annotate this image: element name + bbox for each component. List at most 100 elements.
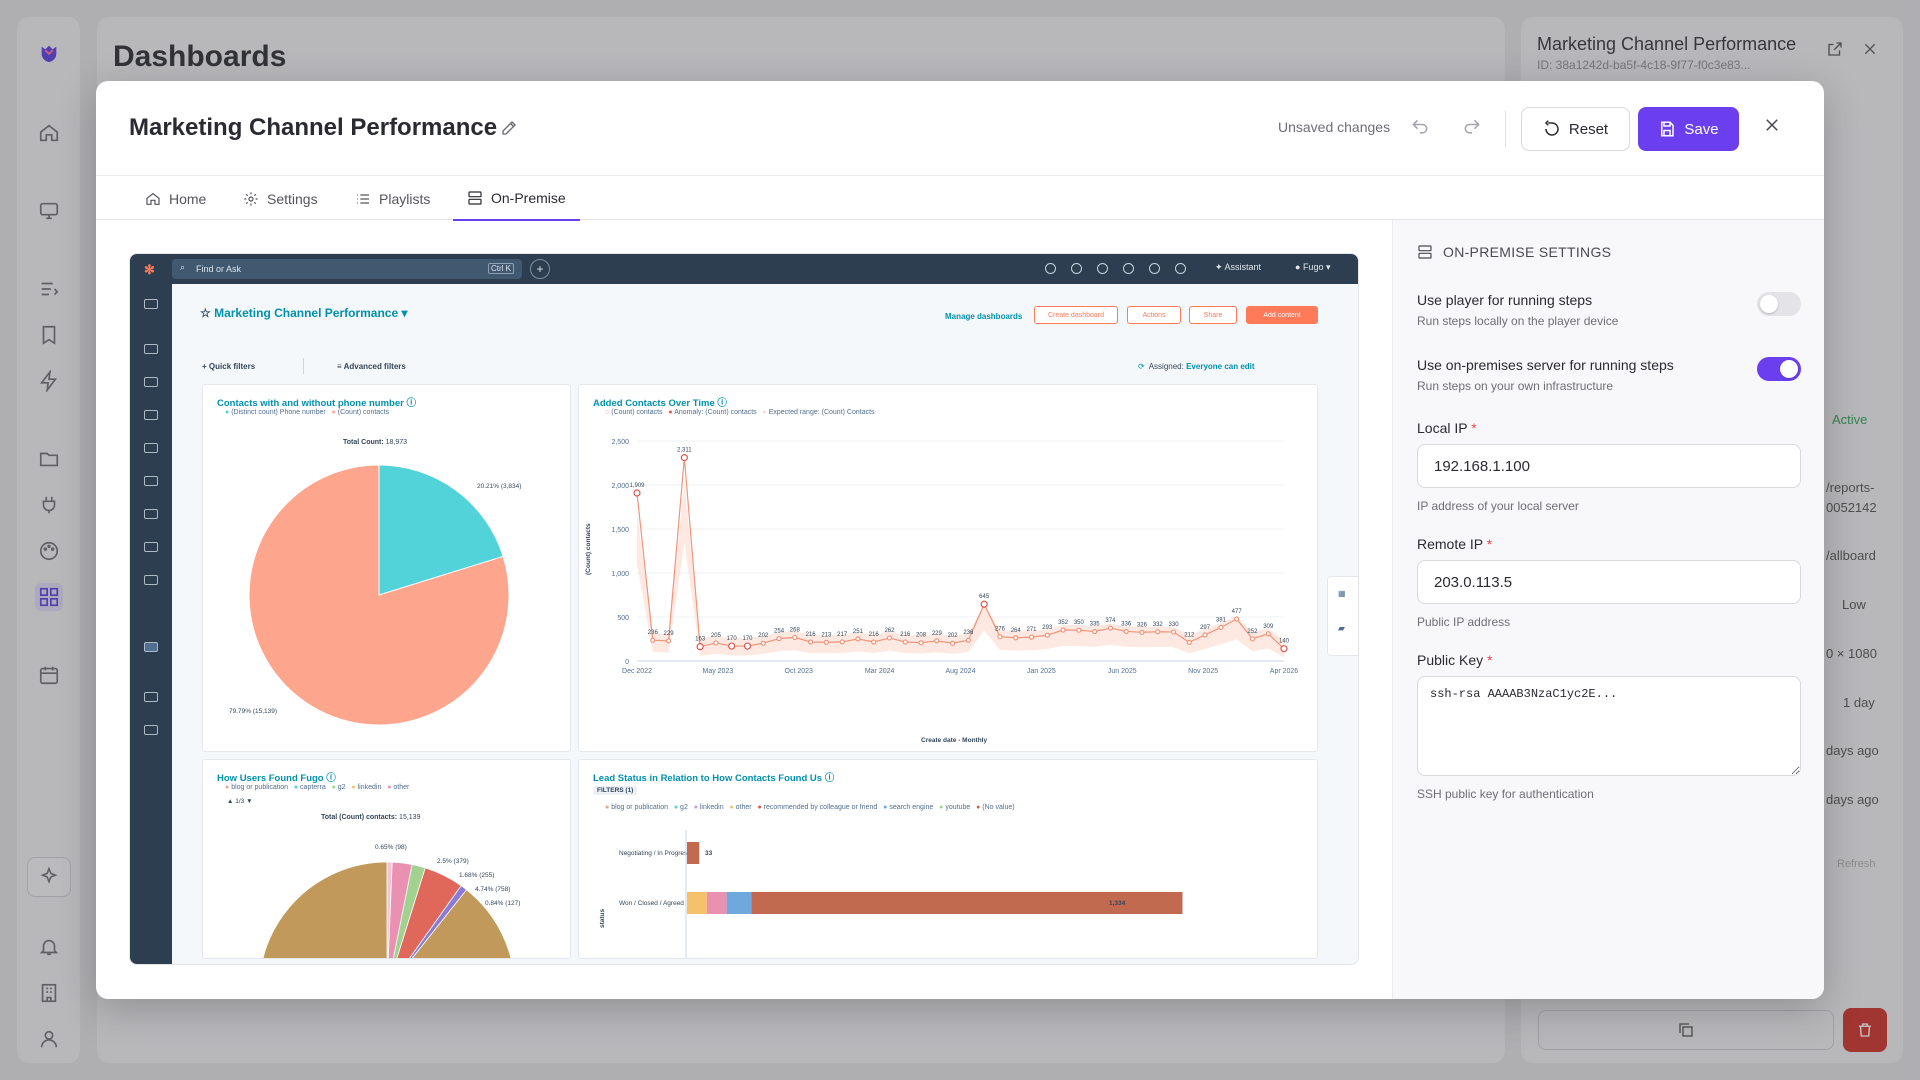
on-premise-settings-panel: ON-PREMISE SETTINGS Use player for runni… — [1392, 220, 1824, 999]
calendar-icon[interactable] — [35, 661, 63, 689]
y-axis-label: status — [599, 908, 606, 928]
data-label: 350 — [1074, 620, 1085, 626]
x-tick-label: Mar 2024 — [865, 668, 895, 675]
data-point — [1265, 631, 1271, 637]
data-point — [1218, 624, 1224, 631]
data-point — [807, 639, 814, 645]
data-label: 293 — [1042, 625, 1053, 631]
undo-icon[interactable] — [1410, 117, 1430, 142]
palette-icon[interactable] — [35, 537, 63, 565]
data-point — [839, 639, 845, 645]
data-point — [1280, 645, 1288, 653]
data-label: 297 — [1200, 625, 1211, 631]
assigned-info: ⟳ Assigned: Everyone can edit — [1138, 362, 1255, 371]
pie-label: 2.5% (379) — [437, 858, 469, 865]
user-icon[interactable] — [35, 1025, 63, 1053]
bookmark-icon[interactable] — [35, 321, 63, 349]
plug-icon[interactable] — [35, 491, 63, 519]
delete-button[interactable] — [1843, 1008, 1887, 1052]
data-point — [760, 640, 766, 646]
data-label: 477 — [1232, 609, 1243, 615]
card-title: Added Contacts Over Time ⓘ — [593, 398, 727, 409]
bar — [687, 842, 700, 864]
data-label: 1,909 — [629, 483, 645, 489]
local-ip-label: Local IP * — [1417, 420, 1477, 436]
tab-playlists[interactable]: Playlists — [355, 176, 430, 221]
pencil-icon[interactable] — [500, 119, 518, 142]
bell-icon[interactable] — [35, 933, 63, 961]
dashboards-icon[interactable] — [35, 583, 63, 611]
home-icon[interactable] — [35, 119, 63, 147]
redo-icon[interactable] — [1462, 117, 1482, 142]
data-label: 213 — [821, 632, 832, 638]
data-point — [792, 634, 798, 641]
bar-segment — [726, 892, 752, 914]
data-label: 326 — [1137, 622, 1148, 628]
plus-icon: + — [530, 259, 550, 279]
bolt-icon[interactable] — [35, 367, 63, 395]
y-tick-label: 500 — [617, 615, 629, 622]
app-logo[interactable] — [31, 35, 67, 71]
tab-home[interactable]: Home — [145, 176, 206, 221]
divider — [1505, 111, 1506, 147]
data-label: 335 — [1090, 622, 1101, 628]
x-tick-label: Oct 2023 — [785, 668, 814, 675]
tab-settings[interactable]: Settings — [243, 176, 318, 221]
tab-on-premise[interactable]: On-Premise — [453, 176, 580, 221]
data-label: 212 — [1184, 632, 1195, 638]
grid-icon: ▦ — [1338, 589, 1346, 598]
close-icon[interactable] — [1862, 41, 1878, 62]
nav-icon — [144, 476, 158, 486]
playlist-icon[interactable] — [35, 275, 63, 303]
preview-sidebar — [130, 284, 172, 964]
external-link-icon[interactable] — [1826, 40, 1844, 63]
reset-button[interactable]: Reset — [1521, 107, 1630, 151]
pie-slice — [378, 464, 504, 596]
local-ip-input[interactable] — [1417, 444, 1801, 488]
status-badge: Active — [1832, 412, 1868, 427]
shortcut-hint: Ctrl K — [488, 263, 514, 274]
bar-value: 33 — [705, 850, 713, 857]
monitor-icon[interactable] — [35, 197, 63, 225]
data-point — [1170, 629, 1177, 635]
list-icon — [357, 193, 369, 204]
data-point — [1044, 632, 1050, 638]
tab-label: Playlists — [379, 190, 431, 207]
settings-heading: ON-PREMISE SETTINGS — [1417, 244, 1611, 260]
detail-panel-title: Marketing Channel Performance — [1537, 34, 1797, 54]
ai-sparkle-icon[interactable] — [27, 857, 71, 897]
x-tick-label: Dec 2022 — [622, 668, 652, 675]
divider — [303, 358, 304, 374]
duplicate-button[interactable] — [1538, 1010, 1834, 1050]
close-modal-icon[interactable] — [1763, 116, 1781, 139]
public-key-textarea[interactable]: ssh-rsa AAAAB3NzaC1yc2E... — [1417, 676, 1801, 776]
save-button[interactable]: Save — [1638, 107, 1739, 151]
save-icon — [1661, 121, 1675, 137]
nav-icon — [144, 299, 158, 309]
page-title: Dashboards — [113, 40, 287, 73]
create-dashboard-btn: Create dashboard — [1034, 306, 1118, 324]
player-toggle[interactable] — [1757, 292, 1801, 316]
data-point — [1060, 627, 1066, 633]
chart-total: Total (Count) contacts: 15,139 — [321, 814, 421, 821]
data-point — [980, 600, 988, 608]
search-placeholder: Find or Ask — [196, 264, 242, 274]
remote-ip-input[interactable] — [1417, 560, 1801, 604]
nav-icon — [144, 377, 158, 387]
building-icon[interactable] — [35, 979, 63, 1007]
data-label: 268 — [790, 627, 801, 633]
data-label: 236 — [963, 630, 974, 636]
x-tick-label: Aug 2024 — [946, 668, 976, 675]
folder-icon[interactable] — [35, 445, 63, 473]
gear-icon — [244, 191, 258, 206]
data-label: 217 — [837, 632, 848, 638]
server-toggle[interactable] — [1757, 357, 1801, 381]
question-icon — [1123, 263, 1134, 274]
data-point — [1123, 628, 1129, 635]
manage-dashboards-link: Manage dashboards — [945, 312, 1023, 321]
modal-title: Marketing Channel Performance — [129, 114, 498, 141]
data-label: 2,311 — [677, 448, 692, 454]
edit-dashboard-modal: Marketing Channel Performance Unsaved ch… — [96, 81, 1824, 999]
data-label: 216 — [869, 632, 880, 638]
data-label: 163 — [695, 637, 706, 643]
